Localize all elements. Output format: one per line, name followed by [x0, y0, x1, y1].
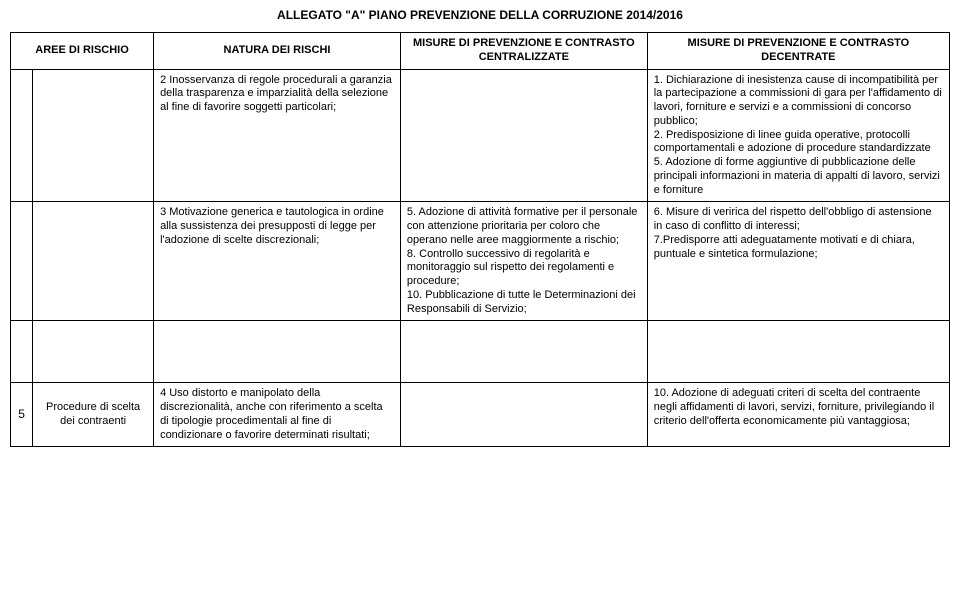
spacer-row: [11, 321, 950, 383]
row-risk: 3 Motivazione generica e tautologica in …: [154, 202, 401, 321]
row-risk: 2 Inosservanza di regole procedurali a g…: [154, 69, 401, 202]
row-central: 5. Adozione di attività formative per il…: [400, 202, 647, 321]
row-area: [33, 202, 154, 321]
row-area: Procedure di scelta dei contraenti: [33, 383, 154, 447]
row-decentral: 6. Misure di veririca del rispetto dell'…: [647, 202, 949, 321]
risk-table: AREE DI RISCHIO NATURA DEI RISCHI MISURE…: [10, 32, 950, 447]
header-decentral: MISURE DI PREVENZIONE E CONTRASTO DECENT…: [647, 33, 949, 70]
table-row: 2 Inosservanza di regole procedurali a g…: [11, 69, 950, 202]
row-decentral: 1. Dichiarazione di inesistenza cause di…: [647, 69, 949, 202]
header-central: MISURE DI PREVENZIONE E CONTRASTO CENTRA…: [400, 33, 647, 70]
row-central: [400, 69, 647, 202]
row-decentral: 10. Adozione di adeguati criteri di scel…: [647, 383, 949, 447]
header-area: AREE DI RISCHIO: [11, 33, 154, 70]
table-header-row: AREE DI RISCHIO NATURA DEI RISCHI MISURE…: [11, 33, 950, 70]
row-risk: 4 Uso distorto e manipolato della discre…: [154, 383, 401, 447]
row-area: [33, 69, 154, 202]
row-number: 5: [11, 383, 33, 447]
table-row: 3 Motivazione generica e tautologica in …: [11, 202, 950, 321]
row-number: [11, 69, 33, 202]
page-title: ALLEGATO "A" PIANO PREVENZIONE DELLA COR…: [0, 0, 960, 32]
row-number: [11, 202, 33, 321]
header-risk: NATURA DEI RISCHI: [154, 33, 401, 70]
row-central: [400, 383, 647, 447]
table-row: 5 Procedure di scelta dei contraenti 4 U…: [11, 383, 950, 447]
